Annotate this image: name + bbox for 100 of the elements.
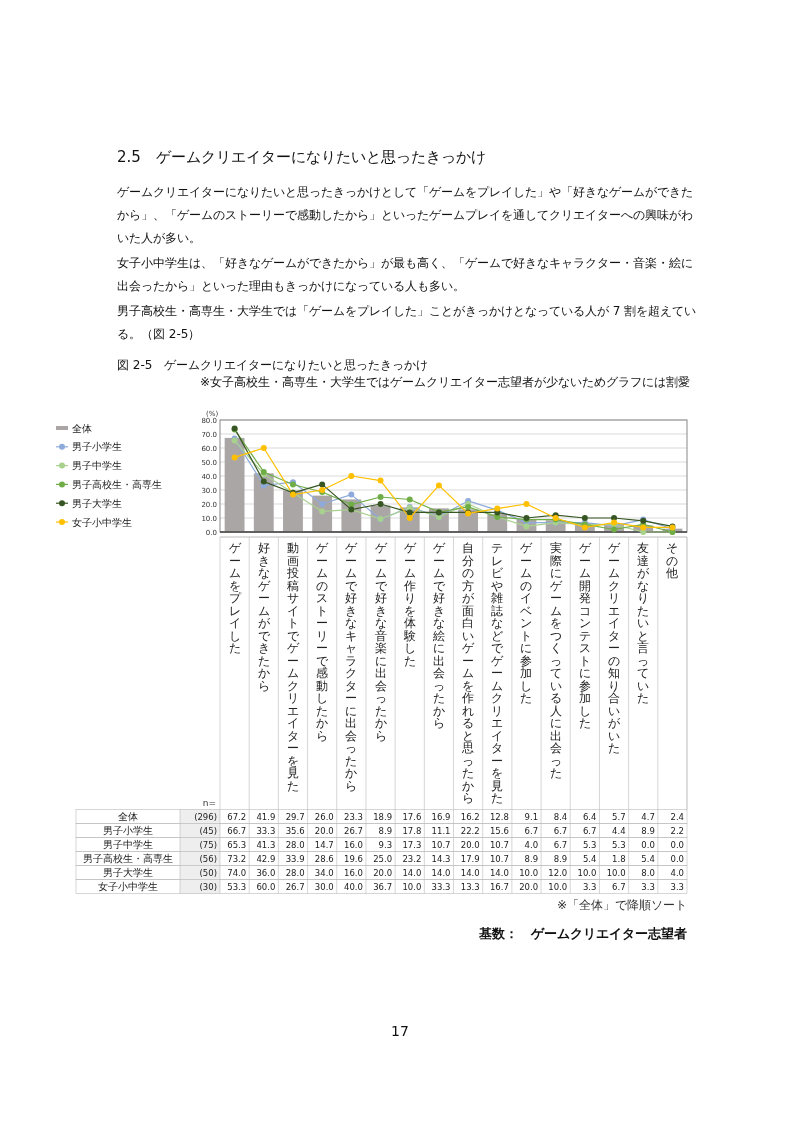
data-label: 36.0 (256, 867, 276, 878)
chart-title: 図 2-5 ゲームクリエイターになりたいと思ったきっかけ (117, 357, 430, 374)
data-label: 14.0 (489, 867, 509, 878)
data-label: 10.0 (606, 867, 626, 878)
data-label: 5.4 (582, 853, 597, 864)
data-label: 29.7 (285, 811, 305, 822)
text: ※女子高校生・高専生・大学生ではゲームクリエイター志望者が少ないためグラフには割愛 (198, 374, 690, 391)
data-label: 33.9 (285, 853, 305, 864)
data-label: 14.0 (460, 867, 480, 878)
data-label: 16.0 (344, 867, 363, 878)
data-label: 4.4 (612, 825, 626, 836)
data-label: 16.0 (344, 839, 363, 850)
text: 17 (391, 1023, 409, 1039)
data-label: 10.0 (402, 881, 422, 892)
legend-label: 女子小中学生 (72, 516, 132, 528)
text: 全体 (118, 811, 138, 822)
category-label: ゲームで好きな絵に出会ったから (432, 541, 445, 730)
data-label: 4.0 (524, 839, 539, 850)
text: ゲームクリエイターになりたいと思ったきっかけとして「ゲームをプレイした」や「好きなゲームができたから」、「ゲームのストーリーで感動したから」といったゲームプレイを通してクリエイターへの興味がわいた人が多い。 (117, 184, 694, 247)
text: 男子大学生 (103, 867, 153, 878)
data-label: 17.9 (460, 853, 480, 864)
data-label: 6.7 (612, 881, 626, 892)
data-label: 13.3 (460, 881, 480, 892)
data-label: 15.6 (489, 825, 509, 836)
text: 女子小中学生 (98, 881, 158, 892)
data-label: 67.2 (227, 811, 247, 822)
data-label: 8.0 (641, 867, 655, 878)
data-label: 22.2 (460, 825, 480, 836)
data-label: 28.0 (285, 867, 305, 878)
category-label: ゲームで好きな音楽に出会ったから (374, 541, 387, 743)
data-label: 36.7 (373, 881, 393, 892)
data-label: 66.7 (227, 825, 247, 836)
data-label: 65.3 (227, 839, 247, 850)
data-label: 16.9 (431, 811, 451, 822)
data-label: 9.1 (524, 811, 539, 822)
data-label: 14.7 (314, 839, 334, 850)
text: 男子高校生・高専生 (83, 853, 173, 864)
data-label: 6.7 (553, 839, 568, 850)
data-label: 20.0 (519, 881, 539, 892)
data-label: 20.0 (373, 867, 393, 878)
legend-label: 男子中学生 (72, 460, 122, 472)
legend-label: 男子大学生 (72, 497, 122, 509)
data-label: 2.4 (670, 811, 684, 822)
data-label: 10.7 (489, 839, 509, 850)
data-label: 6.7 (553, 825, 568, 836)
legend-label: 男子小学生 (72, 441, 122, 453)
data-label: 6.7 (524, 825, 539, 836)
data-label: 8.9 (641, 825, 655, 836)
data-label: 17.3 (402, 839, 422, 850)
data-label: 17.6 (402, 811, 422, 822)
category-label: ゲーム開発コンテストに参加した (578, 541, 591, 730)
category-label: ゲームのイベントに参加した (520, 541, 533, 705)
data-label: 8.9 (378, 825, 393, 836)
data-label: 8.9 (553, 853, 568, 864)
text: 男子小学生 (103, 825, 153, 836)
text: 女子小中学生は、「好きなゲームができたから」が最も高く、「ゲームで好きなキャラクター・音楽・絵に出会ったから」といった理由もきっかけになっている人も多い。 (117, 255, 694, 295)
data-label: 14.0 (402, 867, 422, 878)
data-label: 25.0 (373, 853, 393, 864)
data-label: 40.0 (344, 881, 363, 892)
data-label: 33.3 (431, 881, 451, 892)
data-label: 23.3 (344, 811, 363, 822)
data-label: 10.0 (548, 881, 568, 892)
data-label: 12.8 (489, 811, 509, 822)
data-label: 11.1 (431, 825, 451, 836)
data-label: 14.3 (431, 853, 451, 864)
category-label: ゲームのストーリーで感動したから (316, 541, 329, 743)
category-label: ゲームクリエイターの知り合いがいた (608, 541, 621, 755)
data-label: 14.0 (431, 867, 451, 878)
data-label: 41.9 (256, 811, 276, 822)
text: n= (202, 797, 216, 808)
text: 男子高校生・高専生・大学生では「ゲームをプレイした」ことがきっかけとなっている人が 7 割を超えている。（図 2-5） (117, 303, 698, 343)
data-label: 26.7 (285, 881, 305, 892)
category-label: テレビや雑誌などでゲームクリエイターを見た (491, 541, 504, 805)
data-label: 16.7 (489, 881, 509, 892)
data-label: 73.2 (227, 853, 247, 864)
x-tick-label: その他 (665, 541, 680, 580)
text: (30) (199, 881, 217, 892)
data-label: 34.0 (314, 867, 334, 878)
data-label: 33.3 (256, 825, 276, 836)
data-label: 3.3 (670, 881, 684, 892)
data-label: 3.3 (582, 881, 597, 892)
data-label: 6.7 (582, 825, 597, 836)
text: 2.5 ゲームクリエイターになりたいと思ったきっかけ (117, 148, 487, 167)
data-label: 6.4 (582, 811, 597, 822)
data-label: 0.0 (670, 839, 684, 850)
text: (50) (199, 867, 217, 878)
text: (75) (199, 839, 217, 850)
category-label: ゲームで好きなキャラクターに出会ったから (345, 541, 358, 793)
data-label: 16.2 (460, 811, 480, 822)
data-label: 12.0 (548, 867, 568, 878)
data-label: 5.3 (582, 839, 597, 850)
data-label: 5.7 (612, 811, 626, 822)
data-label: 60.0 (256, 881, 276, 892)
data-label: 20.0 (460, 839, 480, 850)
data-label: 0.0 (641, 839, 655, 850)
data-label: 28.6 (314, 853, 334, 864)
data-label: 2.2 (670, 825, 684, 836)
data-label: 4.7 (641, 811, 655, 822)
data-label: 8.4 (553, 811, 568, 822)
data-label: 41.3 (256, 839, 276, 850)
